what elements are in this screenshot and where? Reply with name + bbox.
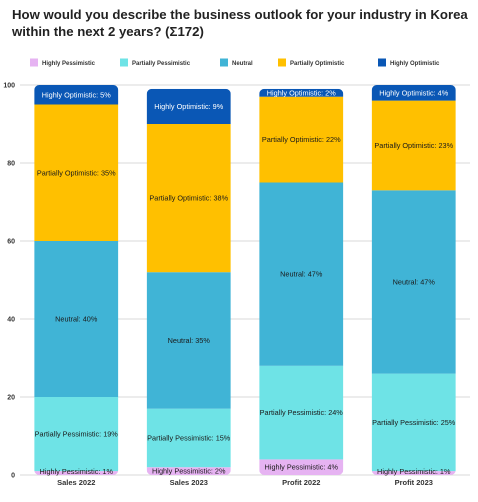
bar-segment-sales-2022-partially-optimistic (34, 104, 119, 241)
chart-title-line-1: How would you describe the business outl… (12, 7, 468, 22)
legend-item-neutral: Neutral (220, 58, 253, 67)
bar-sales-2022 (34, 85, 119, 475)
data-label-profit-2022-highly-pessimistic: Highly Pessimistic: 4% (265, 463, 339, 472)
x-tick-label-sales-2023: Sales 2023 (170, 478, 208, 487)
bar-segment-sales-2022-highly-optimistic (34, 85, 119, 105)
bar-segment-sales-2023-partially-optimistic (146, 124, 231, 273)
chart-title-line-2: within the next 2 years? (Σ172) (12, 24, 204, 39)
legend: Highly Pessimistic Partially Pessimistic N… (30, 58, 440, 67)
legend-label-neutral: Neutral (232, 61, 253, 67)
y-tick-label-40: 40 (7, 317, 15, 324)
data-label-profit-2023-neutral: Neutral: 47% (393, 277, 436, 286)
bar-segment-profit-2023-partially-optimistic (371, 100, 456, 191)
data-label-profit-2022-highly-optimistic: Highly Optimistic: 2% (267, 88, 336, 97)
legend-swatch-neutral (220, 58, 228, 67)
legend-item-highly-optimistic: Highly Optimistic (378, 58, 440, 67)
y-tick-label-60: 60 (7, 239, 15, 246)
data-label-sales-2022-highly-pessimistic: Highly Pessimistic: 1% (40, 467, 114, 476)
bar-segment-sales-2023-partially-pessimistic (146, 408, 231, 468)
legend-item-highly-pessimistic: Highly Pessimistic (30, 58, 96, 67)
data-label-sales-2022-partially-optimistic: Partially Optimistic: 35% (37, 168, 116, 177)
bar-segment-profit-2023-highly-optimistic (371, 85, 456, 101)
data-label-sales-2022-highly-optimistic: Highly Optimistic: 5% (42, 90, 111, 99)
y-tick-label-0: 0 (11, 473, 15, 480)
data-label-profit-2023-partially-pessimistic: Partially Pessimistic: 25% (372, 418, 456, 427)
y-tick-label-20: 20 (7, 395, 15, 402)
bar-segment-profit-2022-neutral (259, 182, 344, 366)
data-label-sales-2023-partially-optimistic: Partially Optimistic: 38% (149, 194, 228, 203)
legend-item-partially-optimistic: Partially Optimistic (278, 58, 345, 67)
data-label-sales-2023-neutral: Neutral: 35% (168, 336, 211, 345)
y-axis: 0 20 40 60 80 100 (3, 83, 15, 480)
data-label-profit-2023-highly-optimistic: Highly Optimistic: 4% (379, 88, 448, 97)
bar-profit-2023 (371, 85, 456, 475)
bar-segment-profit-2023-highly-pessimistic (371, 471, 456, 475)
bar-segment-sales-2023-highly-optimistic (146, 88, 231, 124)
data-label-profit-2023-partially-optimistic: Partially Optimistic: 23% (374, 141, 453, 150)
chart-title: How would you describe the business outl… (12, 6, 472, 40)
legend-swatch-highly-optimistic (378, 58, 386, 67)
data-label-sales-2022-partially-pessimistic: Partially Pessimistic: 19% (35, 430, 119, 439)
bar-segment-sales-2022-partially-pessimistic (34, 397, 119, 472)
x-axis: Sales 2022 Sales 2023 Profit 2022 Profit 20… (57, 478, 433, 487)
bar-segment-profit-2022-highly-pessimistic (259, 459, 344, 475)
legend-swatch-partially-optimistic (278, 58, 286, 67)
segment-labels: Highly Pessimistic: 1% Partially Pessimis… (35, 88, 456, 476)
bar-segment-sales-2022-neutral (34, 241, 119, 397)
x-tick-label-sales-2022: Sales 2022 (57, 478, 95, 487)
legend-label-partially-pessimistic: Partially Pessimistic (132, 61, 191, 67)
bar-segment-sales-2023-neutral (146, 272, 231, 409)
legend-swatch-partially-pessimistic (120, 58, 128, 67)
x-tick-label-profit-2022: Profit 2022 (282, 478, 320, 487)
bar-segment-profit-2023-neutral (371, 190, 456, 374)
bar-sales-2023 (146, 88, 231, 475)
data-label-profit-2022-neutral: Neutral: 47% (280, 270, 323, 279)
data-label-sales-2023-highly-pessimistic: Highly Pessimistic: 2% (152, 467, 226, 476)
bar-segment-profit-2023-partially-pessimistic (371, 373, 456, 472)
data-label-sales-2023-partially-pessimistic: Partially Pessimistic: 15% (147, 433, 231, 442)
legend-item-partially-pessimistic: Partially Pessimistic (120, 58, 191, 67)
bar-segment-profit-2022-highly-optimistic (259, 88, 344, 97)
data-label-profit-2022-partially-optimistic: Partially Optimistic: 22% (262, 135, 341, 144)
bar-segment-profit-2022-partially-optimistic (259, 96, 344, 183)
y-tick-label-100: 100 (3, 83, 15, 90)
bar-profit-2022 (259, 88, 344, 475)
x-tick-label-profit-2023: Profit 2023 (395, 478, 433, 487)
data-label-sales-2023-highly-optimistic: Highly Optimistic: 9% (154, 102, 223, 111)
bar-segment-sales-2023-highly-pessimistic (146, 467, 231, 475)
bar-segment-profit-2022-partially-pessimistic (259, 365, 344, 460)
legend-swatch-highly-pessimistic (30, 58, 38, 67)
data-label-sales-2022-neutral: Neutral: 40% (55, 315, 98, 324)
data-label-profit-2022-partially-pessimistic: Partially Pessimistic: 24% (260, 408, 344, 417)
bars (34, 85, 456, 475)
legend-label-highly-pessimistic: Highly Pessimistic (42, 61, 96, 67)
data-label-profit-2023-highly-pessimistic: Highly Pessimistic: 1% (377, 467, 451, 476)
bar-segment-sales-2022-highly-pessimistic (34, 471, 119, 475)
legend-label-partially-optimistic: Partially Optimistic (290, 61, 345, 67)
legend-label-highly-optimistic: Highly Optimistic (390, 61, 440, 67)
y-tick-label-80: 80 (7, 161, 15, 168)
